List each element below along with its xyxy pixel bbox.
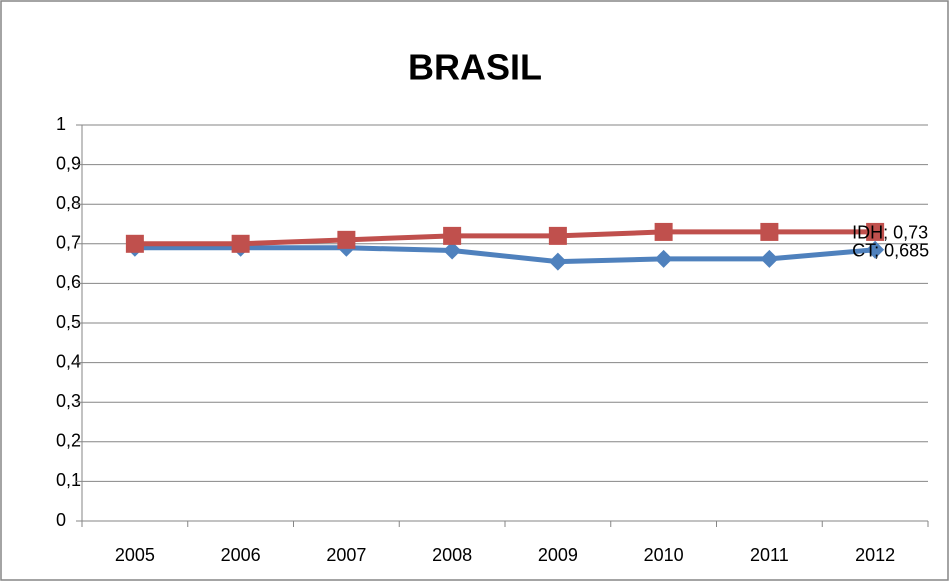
marker (654, 222, 673, 241)
marker (231, 234, 250, 253)
x-tick-label: 2010 (644, 545, 684, 565)
marker (548, 226, 567, 245)
marker (548, 252, 567, 271)
x-tick-label: 2005 (115, 545, 155, 565)
x-tick-label: 2011 (750, 545, 789, 565)
y-tick-label: 0,7 (56, 233, 81, 253)
y-tick-label: 0,2 (56, 431, 81, 451)
y-tick-label: 0 (56, 510, 66, 530)
y-tick-label: 0,8 (56, 193, 81, 213)
series-line (134, 229, 876, 247)
y-tick-label: 0,4 (56, 351, 81, 371)
x-tick-label: 2006 (221, 545, 261, 565)
data-label: CT; 0,685 (852, 240, 929, 260)
x-tick-label: 2007 (326, 545, 366, 565)
marker (443, 226, 462, 245)
y-tick-label: 0,1 (56, 470, 81, 490)
x-tick-label: 2012 (855, 545, 895, 565)
chart-title: BRASIL (408, 47, 542, 88)
marker (866, 240, 885, 259)
marker (866, 222, 885, 241)
marker (760, 249, 779, 268)
marker (125, 234, 144, 253)
marker (337, 230, 356, 249)
marker (443, 241, 462, 260)
y-tick-label: 0,6 (56, 272, 81, 292)
y-tick-label: 0,3 (56, 391, 81, 411)
x-tick-label: 2009 (538, 545, 578, 565)
y-tick-label: 0,5 (56, 312, 81, 332)
y-tick-label: 1 (56, 114, 66, 134)
marker (654, 249, 673, 268)
series-line (134, 245, 876, 265)
marker (760, 222, 779, 241)
data-label: IDH; 0,73 (852, 223, 928, 243)
x-tick-label: 2008 (432, 545, 472, 565)
y-tick-label: 0,9 (56, 153, 81, 173)
